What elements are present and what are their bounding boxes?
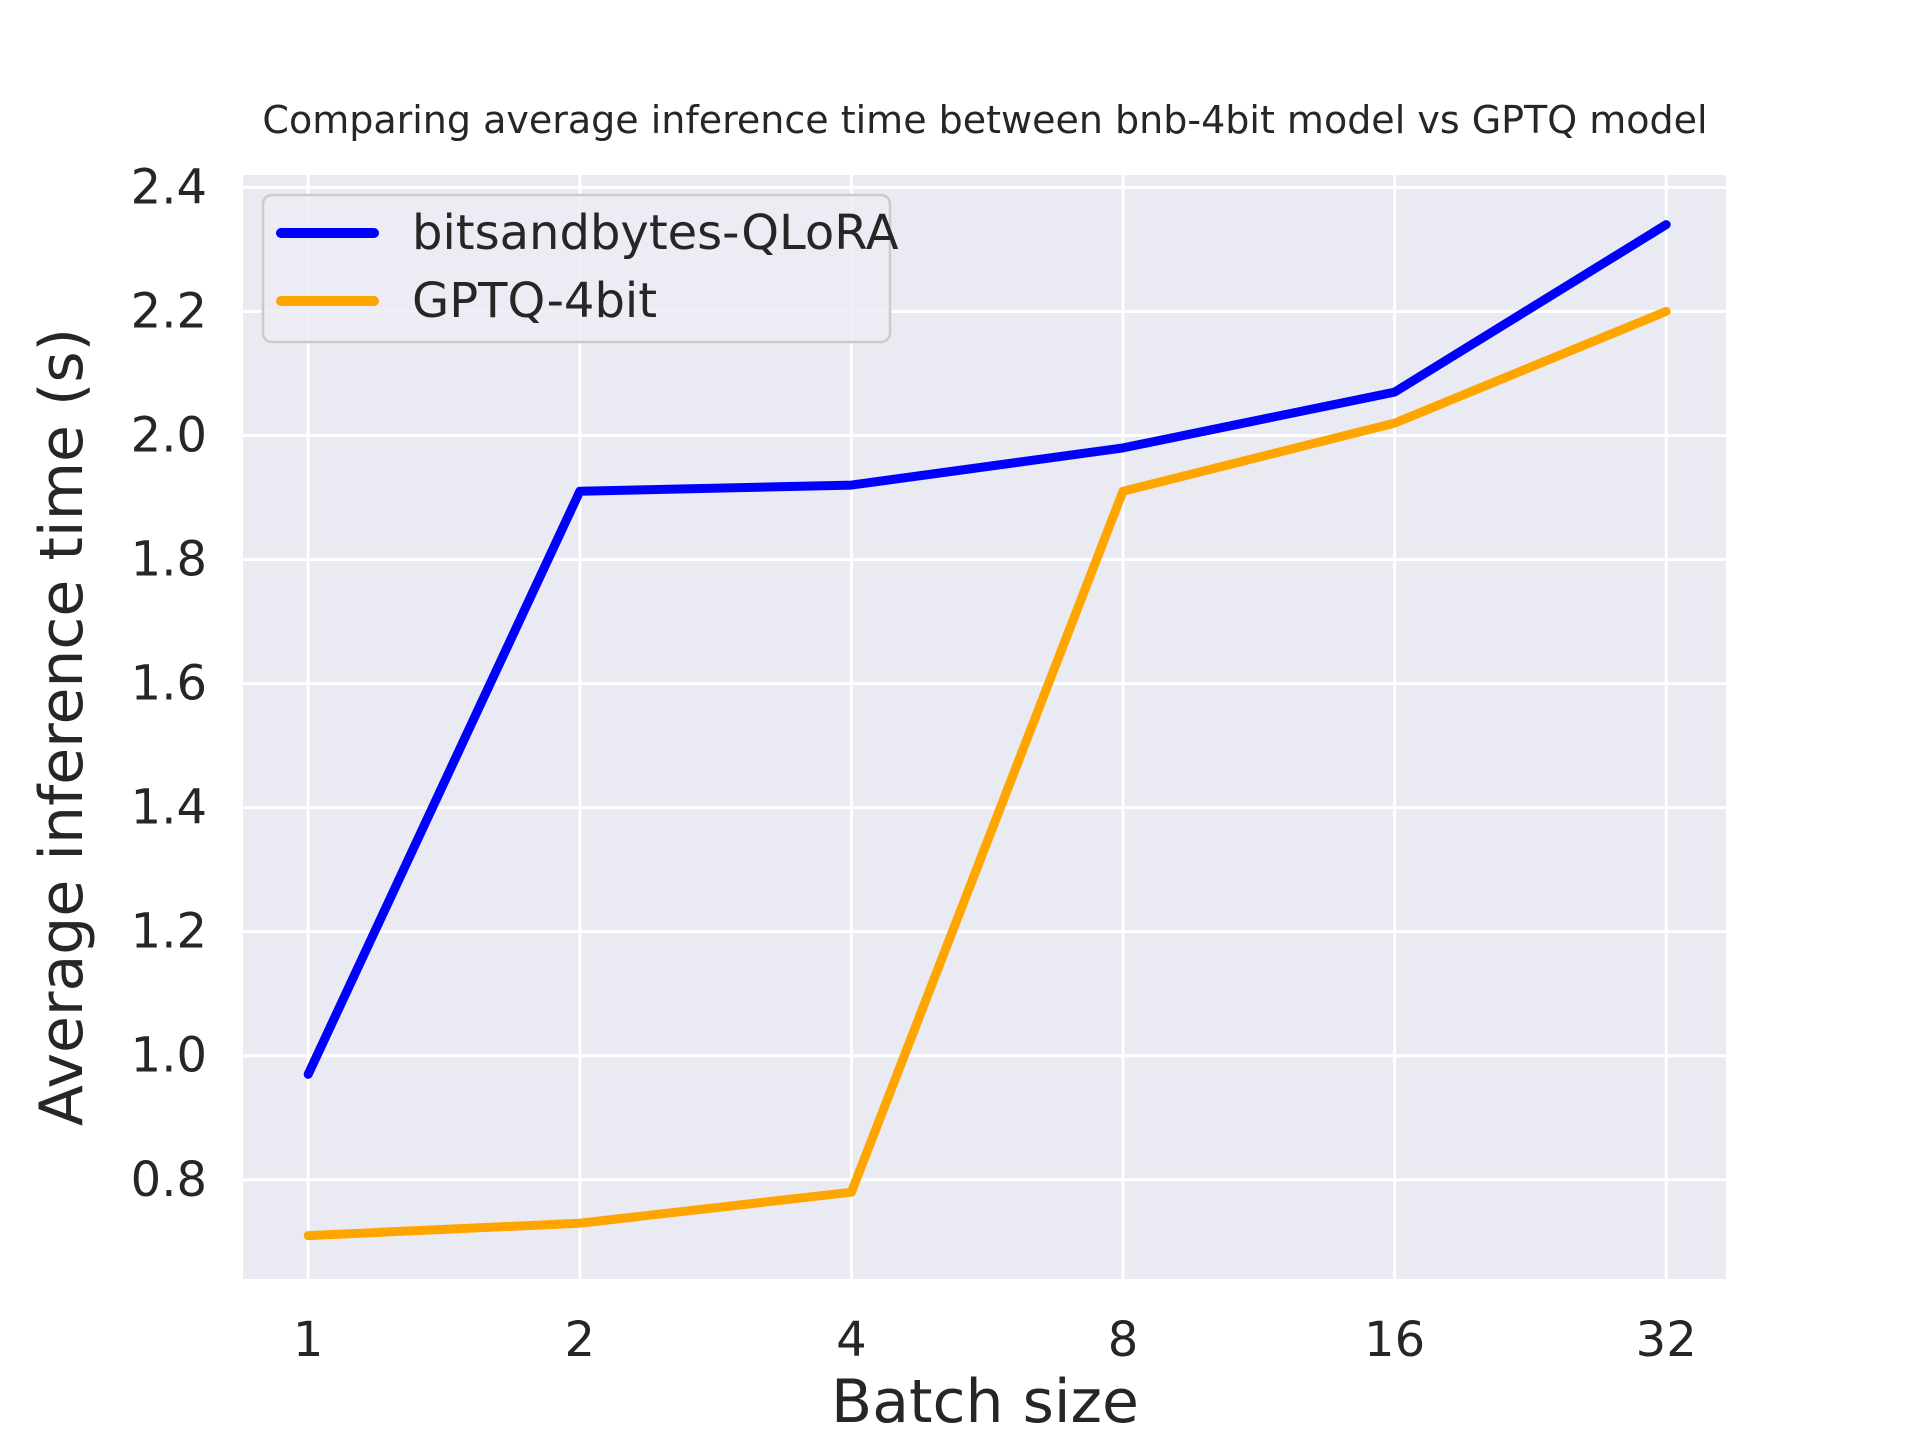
x-axis-label: Batch size — [831, 1367, 1139, 1437]
y-tick-label: 1.8 — [131, 532, 207, 588]
series-line-bitsandbytes-QLoRA — [303, 220, 1671, 1079]
legend-box — [261, 193, 892, 344]
series-lines — [303, 220, 1671, 1241]
y-tick-label: 1.4 — [131, 780, 207, 836]
y-tick-label: 1.6 — [131, 656, 207, 712]
legend: bitsandbytes-QLoRA GPTQ-4bit — [261, 193, 899, 344]
x-tick-label: 2 — [565, 1312, 596, 1368]
plot-area — [243, 175, 1726, 1279]
tick-labels: 1 2 4 8 16 32 0.8 1.0 1.2 1.4 1.6 1.8 2.0 2.2 2.4 — [131, 159, 1697, 1368]
y-axis-label: Average inference time (s) — [27, 328, 97, 1126]
y-tick-label: 2.0 — [131, 408, 207, 464]
legend-label-gptq: GPTQ-4bit — [412, 273, 657, 329]
series-line-GPTQ-4bit — [303, 306, 1671, 1241]
x-tick-label: 16 — [1364, 1312, 1425, 1368]
y-tick-label: 0.8 — [131, 1152, 207, 1208]
y-tick-label: 1.0 — [131, 1028, 207, 1084]
chart-title: Comparing average inference time between… — [262, 98, 1707, 142]
x-tick-label: 1 — [293, 1312, 324, 1368]
x-tick-label: 8 — [1108, 1312, 1139, 1368]
y-tick-label: 1.2 — [131, 904, 207, 960]
legend-label-bitsandbytes: bitsandbytes-QLoRA — [412, 205, 899, 261]
y-tick-label: 2.4 — [131, 159, 207, 215]
x-tick-label: 4 — [836, 1312, 867, 1368]
gridlines — [243, 175, 1726, 1279]
x-tick-label: 32 — [1636, 1312, 1697, 1368]
y-tick-label: 2.2 — [131, 283, 207, 339]
